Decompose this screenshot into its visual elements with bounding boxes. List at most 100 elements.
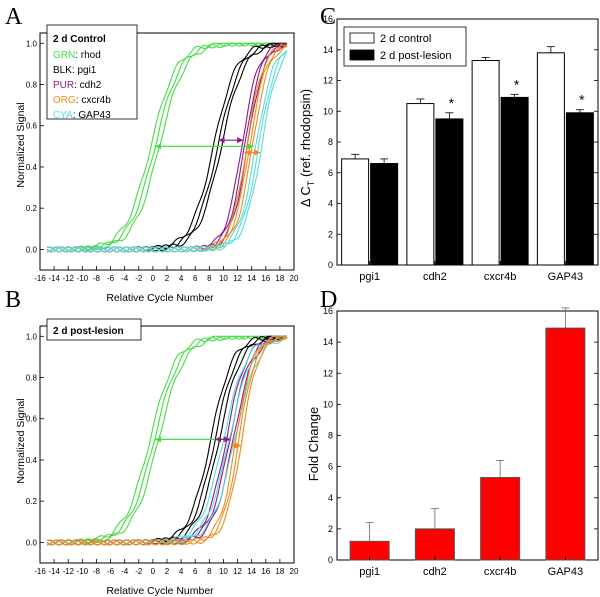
bar-control: [341, 158, 370, 266]
panel-d-letter: D: [320, 287, 337, 313]
y-tick-label: 14: [323, 45, 333, 55]
curve-cdh2: [46, 335, 287, 546]
y-tick-label: 0.4: [26, 163, 38, 172]
x-tick-label: 14: [247, 274, 256, 283]
panel-a-xlabel: Relative Cycle Number: [106, 292, 214, 304]
panel-a-ylabel: Normalized Signal: [15, 102, 27, 187]
bar-post-lesion: [435, 118, 464, 266]
arrow-head-right: [237, 137, 244, 144]
legend-gene: : cdh2: [74, 80, 102, 91]
x-tick-label: 14: [247, 567, 256, 576]
curve-gap43: [46, 49, 288, 253]
curve-gap43: [46, 335, 288, 546]
y-tick-label: 1.0: [26, 39, 38, 48]
bar-control: [471, 60, 500, 266]
x-tick-label: -6: [107, 274, 115, 283]
x-tick-label: 16: [261, 567, 270, 576]
y-tick-label: 0.4: [26, 456, 38, 465]
legend-entry-cxcr4b: ORG: cxcr4b: [53, 95, 111, 106]
x-tick-label: 18: [275, 567, 284, 576]
legend-entry-pgi1: BLK: pgi1: [53, 65, 97, 76]
x-tick-label: -10: [77, 567, 89, 576]
y-tick-label: 0.0: [26, 245, 38, 254]
panel-a-legend-box: [46, 24, 138, 120]
x-tick-label: 2: [165, 274, 170, 283]
arrow-head-left: [214, 436, 221, 443]
x-tick-label: 4: [179, 274, 184, 283]
panel-b-title: 2 d post-lesion: [53, 326, 124, 337]
legend-gene: : cxcr4b: [76, 95, 111, 106]
legend-code: CYA: [53, 110, 73, 121]
significance-marker: *: [514, 76, 520, 92]
y-tick-label: 8: [328, 137, 333, 147]
x-tick-label: -4: [121, 274, 129, 283]
x-tick-label: 20: [290, 274, 299, 283]
panel-b-title-box: [46, 318, 142, 341]
x-tick-label: 10: [219, 567, 228, 576]
legend-gene: : pgi1: [72, 65, 97, 76]
x-tick-label: cdh2: [423, 271, 447, 283]
curve-rhod: [46, 335, 288, 546]
legend-gene: : rhod: [75, 50, 101, 61]
y-tick-label: 12: [323, 76, 333, 86]
y-tick-label: 0.8: [26, 374, 38, 383]
curve-gap43: [46, 51, 288, 253]
x-tick-label: 0: [151, 567, 156, 576]
y-tick-label: 0.6: [26, 122, 38, 131]
arrow-head-left: [230, 442, 237, 449]
panel-b: B -16 -14 -12 -10 -8 -6 -4 -2 0 2 4 6 8 10 12 14 16 18 20 0…: [5, 287, 299, 597]
y-tick-label: 0.8: [26, 81, 38, 90]
x-tick-label: 10: [219, 274, 228, 283]
y-tick-label: 14: [323, 337, 333, 347]
x-tick-label: -16: [34, 567, 46, 576]
y-tick-label: 0.0: [26, 538, 38, 547]
x-tick-label: 12: [233, 274, 242, 283]
bar-fold-change: [414, 528, 455, 561]
x-tick-label: -8: [93, 274, 101, 283]
x-tick-label: -6: [107, 567, 115, 576]
y-tick-label: 1.0: [26, 332, 38, 341]
x-tick-label: cxcr4b: [484, 566, 516, 578]
curve-rhod: [46, 42, 288, 253]
x-tick-label: 6: [193, 567, 198, 576]
arrow-head-right: [224, 436, 231, 443]
bar-post-lesion: [370, 163, 399, 266]
x-tick-label: 18: [275, 274, 284, 283]
curve-cdh2: [46, 335, 288, 546]
x-tick-label: cxcr4b: [484, 271, 516, 283]
panel-c: C * * * 0 2 4 6 8 10 12 14 16 pgi1 cdh2 cxcr4b GAP43 Δ…: [298, 4, 599, 283]
x-tick-label: 20: [290, 567, 299, 576]
x-tick-label: 2: [165, 567, 170, 576]
y-tick-label: 0: [328, 555, 333, 565]
arrow-head-left: [155, 143, 162, 150]
arrow-head-right: [235, 442, 242, 449]
x-tick-label: cdh2: [423, 566, 447, 578]
y-tick-label: 4: [328, 493, 333, 503]
y-tick-label: 4: [328, 199, 333, 209]
curve-pgi1: [46, 335, 288, 546]
curve-gap43: [46, 51, 288, 253]
x-tick-label: -2: [135, 567, 143, 576]
bar-post-lesion: [500, 96, 529, 266]
curve-cxcr4b: [46, 335, 288, 546]
x-tick-label: 8: [207, 274, 212, 283]
legend-swatch: [349, 49, 375, 61]
y-tick-label: 8: [328, 431, 333, 441]
x-tick-label: 0: [151, 274, 156, 283]
y-tick-label: 12: [323, 368, 333, 378]
arrow-head-right: [247, 143, 254, 150]
y-tick-label: 6: [328, 168, 333, 178]
x-tick-label: -10: [77, 274, 89, 283]
x-tick-label: -16: [34, 274, 46, 283]
legend-entry-gap43: CYA: GAP43: [53, 110, 111, 121]
x-tick-label: -12: [62, 567, 74, 576]
panel-c-ylabel: Δ CT (ref. rhodopsin): [298, 89, 316, 207]
arrow-head-left: [244, 149, 251, 156]
x-tick-label: -8: [93, 567, 101, 576]
bar-control: [536, 52, 565, 266]
significance-marker: *: [579, 92, 585, 108]
panel-a: A -16 -14 -12 -10 -8 -6 -4 -2 0 2 4 6 8 10 12 14 16 18 20 0…: [5, 4, 299, 304]
x-tick-label: GAP43: [548, 566, 583, 578]
panel-b-letter: B: [5, 287, 21, 313]
